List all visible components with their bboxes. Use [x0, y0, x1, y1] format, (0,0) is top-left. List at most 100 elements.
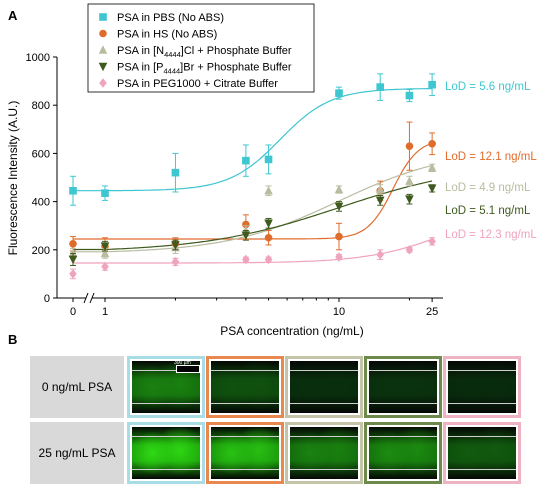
panel-a-chart: A 0 200 400 600 800 1000 0 1 10 25 LoD = 5.6 ng/m… [6, 3, 537, 338]
legend-marker-4 [99, 78, 107, 88]
microscopy-image [290, 361, 358, 413]
microscopy-image [369, 361, 437, 413]
data-point-0-0 [69, 186, 77, 195]
microscopy-image [448, 427, 516, 479]
data-point-3-0 [68, 255, 78, 265]
legend-marker-0 [99, 13, 107, 21]
x-tick-label: 10 [333, 306, 345, 318]
fit-curve-0 [73, 88, 433, 192]
data-point-0-1 [101, 189, 109, 197]
row-label-1: 25 ng/mL PSA [30, 422, 124, 484]
data-point-2-7 [405, 176, 414, 185]
y-tick-label: 800 [32, 100, 50, 112]
legend: PSA in PBS (No ABS) PSA in HS (No ABS) PSA… [87, 3, 315, 93]
data-point-4-2 [171, 257, 180, 267]
microscopy-image [448, 361, 516, 413]
microscopy-image [211, 361, 279, 413]
data-point-3-7 [405, 195, 414, 204]
microscopy-tile-1-0 [127, 422, 205, 484]
data-point-0-4 [264, 155, 273, 164]
data-point-2-4 [264, 185, 273, 195]
scale-bar-label: 300 µm [174, 361, 191, 366]
lod-label-1: LoD = 12.1 ng/mL [445, 151, 537, 163]
legend-marker-3 [98, 62, 108, 72]
fit-curve-3 [73, 180, 433, 251]
data-point-2-8 [427, 163, 437, 172]
legend-marker-1 [99, 29, 107, 38]
data-point-0-5 [335, 89, 343, 97]
microscopy-tile-1-1 [206, 422, 284, 484]
microscopy-tile-0-1 [206, 356, 284, 418]
fit-curves [73, 88, 433, 264]
data-point-4-8 [428, 236, 436, 247]
data-point-3-8 [427, 184, 437, 194]
panel-b-images: 0 ng/mL PSA 300 µm 25 ng/mL PSA [30, 356, 545, 484]
data-point-3-3 [241, 231, 251, 241]
lod-label-0: LoD = 5.6 ng/mL [445, 81, 531, 93]
scale-bar [176, 365, 200, 373]
microscopy-image [369, 427, 437, 479]
data-point-1-3 [242, 220, 250, 229]
microscopy-image: 300 µm [132, 361, 200, 413]
x-tick-label: 25 [426, 306, 438, 318]
channel-band [132, 436, 200, 470]
data-point-3-6 [375, 196, 385, 206]
microscopy-image [290, 427, 358, 479]
data-point-4-6 [376, 249, 385, 260]
data-point-0-2 [171, 168, 180, 177]
microscopy-image [211, 427, 279, 479]
data-point-4-0 [69, 269, 77, 279]
microscopy-tile-0-3 [364, 356, 442, 418]
lod-labels: LoD = 5.6 ng/mL LoD = 12.1 ng/mL LoD = 4.9… [445, 81, 537, 241]
axis-break-mark [89, 292, 95, 304]
axes: 0 200 400 600 800 1000 0 1 10 25 [26, 52, 443, 318]
data-point-2-1 [100, 248, 110, 258]
y-tick-label: 400 [32, 197, 50, 209]
channel-band [211, 370, 279, 404]
y-tick-label: 200 [32, 245, 50, 257]
lod-label-3: LoD = 5.1 ng/mL [445, 205, 531, 217]
legend-entry-1: PSA in HS (No ABS) [117, 29, 217, 41]
data-point-2-5 [334, 184, 344, 194]
legend-marker-2 [98, 45, 108, 54]
channel-band [132, 370, 200, 404]
microscopy-image [132, 427, 200, 479]
microscopy-tile-1-4 [443, 422, 521, 484]
channel-band [290, 436, 358, 470]
panel-b-label: B [8, 332, 18, 347]
lod-label-4: LoD = 12.3 ng/mL [445, 229, 537, 241]
legend-entry-3: PSA in [P4444]Br + Phosphate Buffer [117, 62, 292, 76]
y-tick-label: 1000 [26, 52, 50, 64]
microscopy-tile-1-2 [285, 422, 363, 484]
axis-break-mark [83, 292, 89, 304]
panel-a-label: A [8, 8, 18, 23]
data-point-0-8 [428, 80, 436, 89]
image-row-1: 25 ng/mL PSA [30, 422, 545, 484]
channel-band [448, 370, 516, 404]
channel-band [369, 436, 437, 470]
data-point-3-4 [264, 219, 273, 229]
image-row-0: 0 ng/mL PSA 300 µm [30, 356, 545, 418]
channel-band [448, 436, 516, 470]
legend-entry-2: PSA in [N4444]Cl + Phosphate Buffer [117, 45, 292, 59]
data-point-4-7 [405, 245, 414, 255]
legend-entry-0: PSA in PBS (No ABS) [117, 12, 224, 24]
data-marks [68, 73, 437, 280]
data-point-1-5 [335, 232, 343, 241]
row-label-0: 0 ng/mL PSA [30, 356, 124, 418]
channel-band [369, 370, 437, 404]
data-point-1-4 [264, 233, 273, 242]
microscopy-tile-0-0: 300 µm [127, 356, 205, 418]
data-point-1-7 [405, 142, 414, 150]
y-tick-label: 0 [44, 293, 50, 305]
x-axis-label: PSA concentration (ng/mL) [220, 324, 363, 338]
channel-band [290, 370, 358, 404]
x-tick-label: 1 [102, 306, 108, 318]
data-point-4-5 [335, 252, 343, 262]
microscopy-tile-0-2 [285, 356, 363, 418]
data-point-1-0 [69, 239, 77, 248]
channel-band [211, 436, 279, 470]
data-point-4-3 [242, 254, 250, 265]
y-tick-label: 600 [32, 148, 50, 160]
data-point-0-6 [376, 83, 385, 91]
